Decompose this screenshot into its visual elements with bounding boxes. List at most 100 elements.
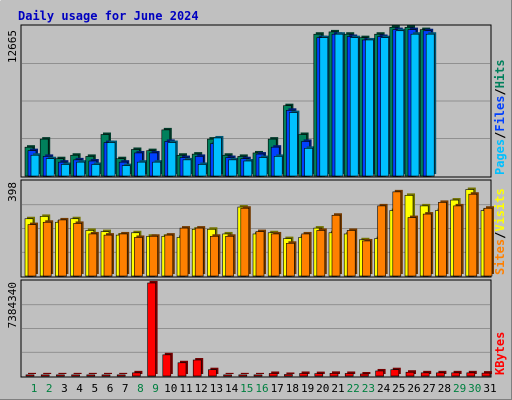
legend-pages: Pages <box>493 139 507 175</box>
kbytes-bar <box>223 372 234 377</box>
kbytes-bar <box>25 372 36 377</box>
sites-bar <box>346 228 358 277</box>
day-label: 31 <box>483 382 496 395</box>
bottom-ymax-label: 7384340 <box>6 282 19 328</box>
day-label: 9 <box>152 382 159 395</box>
day-label: 14 <box>225 382 239 395</box>
kbytes-bar <box>314 371 325 377</box>
pages-bar <box>61 162 72 177</box>
pages-bar <box>197 162 209 177</box>
sites-bar <box>118 231 130 277</box>
sites-bar <box>88 231 99 277</box>
kbytes-bar <box>101 372 112 377</box>
pages-bar <box>137 160 148 177</box>
day-label: 19 <box>301 382 314 395</box>
kbytes-bar <box>405 370 416 377</box>
kbytes-bar <box>86 372 97 377</box>
day-label: 13 <box>210 382 223 395</box>
pages-bar <box>91 162 102 177</box>
kbytes-bar <box>116 372 128 377</box>
kbytes-bar <box>132 370 143 377</box>
day-label: 27 <box>423 382 436 395</box>
kbytes-bar <box>451 370 462 377</box>
pages-bar <box>182 157 193 177</box>
day-label: 28 <box>438 382 451 395</box>
kbytes-bar <box>40 372 52 377</box>
kbytes-bar <box>299 371 310 377</box>
sites-bar <box>27 222 38 277</box>
kbytes-bar <box>253 372 264 377</box>
day-label: 1 <box>31 382 38 395</box>
chart-title: Daily usage for June 2024 <box>18 9 199 23</box>
bottom-legend: KBytes <box>493 332 507 375</box>
pages-bar <box>273 154 285 177</box>
pages-bar <box>365 37 376 177</box>
day-label: 29 <box>453 382 466 395</box>
pages-bar <box>349 35 361 177</box>
sites-bar <box>377 203 388 277</box>
kbytes-bar <box>375 368 386 377</box>
sites-bar <box>483 206 494 277</box>
kbytes-bar <box>177 360 188 377</box>
legend-sep-3: / <box>493 232 507 239</box>
pages-bar <box>106 140 117 177</box>
sites-bar <box>240 206 251 277</box>
day-label: 30 <box>468 382 481 395</box>
top-legend: Pages/Files/Hits <box>493 59 507 175</box>
pages-bar <box>121 163 133 177</box>
sites-bar <box>149 234 160 277</box>
kbytes-bar <box>56 372 67 377</box>
pages-bar <box>380 35 391 177</box>
day-label: 6 <box>107 382 114 395</box>
pages-bar <box>410 32 421 177</box>
day-label: 24 <box>377 382 391 395</box>
pages-bar <box>258 155 269 177</box>
sites-bar <box>286 241 297 277</box>
sites-bar <box>331 213 342 277</box>
kbytes-bar <box>208 367 219 377</box>
sites-bar <box>392 189 403 277</box>
day-label: 22 <box>347 382 360 395</box>
sites-bar <box>270 231 282 277</box>
day-label: 23 <box>362 382 375 395</box>
sites-bar <box>134 235 145 277</box>
sites-bar <box>438 200 449 277</box>
day-label: 16 <box>255 382 268 395</box>
sites-bar <box>422 212 434 277</box>
sites-bar <box>225 234 236 277</box>
sites-bar <box>103 233 114 277</box>
sites-bar <box>194 226 206 277</box>
legend-visits: Visits <box>493 188 507 231</box>
pages-bar <box>395 28 406 177</box>
kbytes-bar <box>238 372 249 377</box>
pages-bar <box>243 159 254 177</box>
day-labels: 1 2 3 4 5 6 7 8 9 10 11 12 13 14 15 16 17 18 19 20 21 22 23 24 2… <box>31 382 497 395</box>
pages-bar <box>334 32 345 177</box>
sites-bar <box>164 233 175 277</box>
kbytes-bar <box>466 370 477 377</box>
kbytes-bar <box>390 367 401 377</box>
day-label: 10 <box>164 382 177 395</box>
day-label: 15 <box>240 382 253 395</box>
sites-bar <box>210 234 221 277</box>
middle-ymax-label: 398 <box>6 182 19 202</box>
sites-bar <box>73 221 84 277</box>
day-label: 8 <box>137 382 144 395</box>
pages-bar <box>425 32 437 177</box>
legend-files: Files <box>493 96 507 132</box>
kbytes-bar <box>436 370 447 377</box>
pages-bar <box>304 146 315 177</box>
sites-bar <box>255 229 266 277</box>
kbytes-bar <box>360 371 371 377</box>
pages-bar <box>152 160 163 177</box>
pages-bar <box>228 157 239 177</box>
kbytes-bar <box>268 371 280 377</box>
pages-bar <box>167 140 178 177</box>
legend-sep-1: / <box>493 132 507 139</box>
day-label: 25 <box>392 382 405 395</box>
legend-kbytes: KBytes <box>493 332 507 375</box>
sites-bar <box>179 226 190 277</box>
kbytes-bar <box>71 372 82 377</box>
kbytes-bar <box>329 371 340 377</box>
pages-bar <box>289 110 300 177</box>
